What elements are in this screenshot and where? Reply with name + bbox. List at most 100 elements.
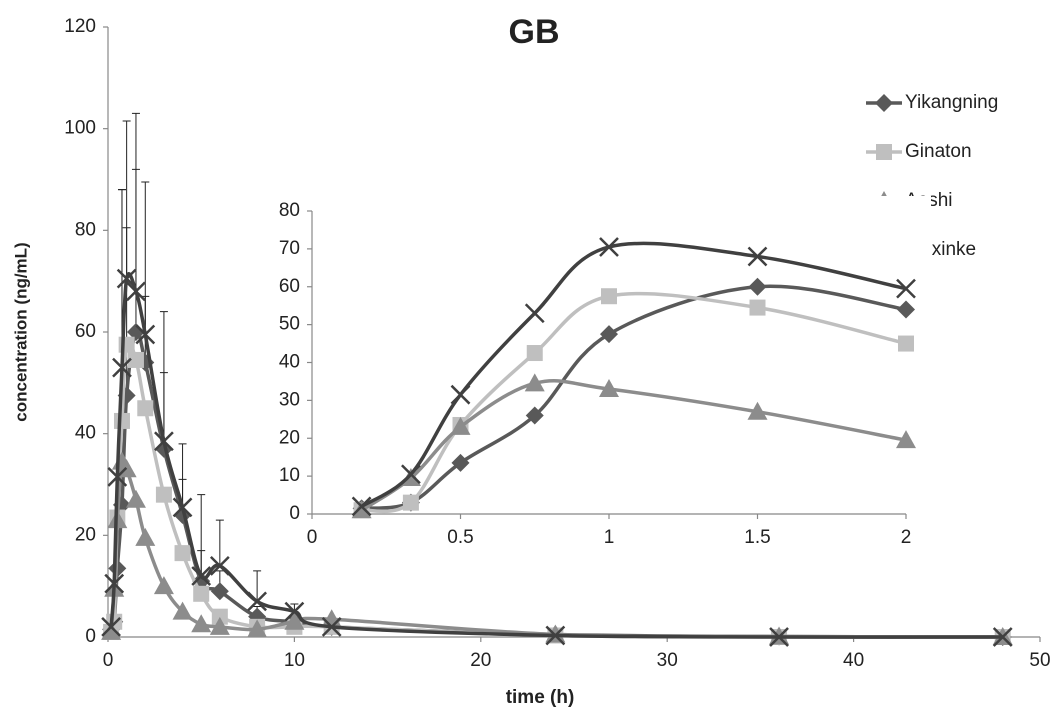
marker (113, 412, 130, 429)
y-tick-label: 10 (279, 465, 300, 486)
error-bar (131, 112, 140, 292)
marker (191, 566, 212, 586)
marker (524, 373, 545, 392)
error-bar (178, 443, 187, 508)
legend-label: Ginaton (905, 141, 972, 162)
marker (154, 431, 174, 452)
y-tick-label: 100 (64, 118, 96, 139)
marker (193, 585, 210, 602)
marker (209, 555, 230, 576)
marker (116, 268, 137, 289)
marker (749, 299, 766, 316)
marker (321, 616, 342, 637)
series-line (361, 284, 907, 511)
marker (898, 335, 914, 352)
marker (876, 144, 892, 160)
marker (401, 464, 421, 485)
x-tick-label: 1 (604, 527, 615, 548)
marker (600, 325, 618, 344)
marker (101, 621, 122, 640)
y-tick-label: 40 (279, 352, 300, 373)
series-line (360, 241, 907, 508)
error-bar (253, 570, 262, 602)
marker (599, 379, 619, 398)
marker (284, 611, 305, 630)
marker (402, 494, 419, 511)
marker (992, 627, 1013, 647)
marker (172, 497, 193, 518)
marker (545, 625, 566, 646)
x-tick-label: 50 (1029, 650, 1050, 671)
marker (209, 616, 230, 635)
plot: 0 10 20 30 40 50 60 70 80 0 0.5 1 1.5 2 (267, 196, 931, 559)
marker (155, 486, 172, 503)
y-tick-label: 20 (279, 427, 300, 448)
x-tick-label: 2 (901, 527, 912, 548)
error-bar (197, 494, 206, 576)
y-tick-label: 80 (279, 200, 300, 221)
series-line (109, 272, 1003, 639)
marker (896, 430, 916, 449)
marker (247, 591, 268, 612)
y-tick-label: 30 (279, 389, 300, 410)
marker (747, 401, 768, 420)
marker (247, 619, 268, 638)
marker (601, 288, 617, 305)
marker (451, 453, 470, 472)
marker (153, 576, 174, 595)
marker (126, 323, 145, 341)
marker (104, 573, 125, 594)
marker (135, 527, 156, 546)
marker (126, 281, 146, 302)
x-tick-label: 1.5 (744, 527, 770, 548)
marker (210, 582, 229, 601)
y-tick-label: 70 (279, 238, 300, 259)
marker (127, 351, 144, 368)
series-line (360, 379, 907, 512)
y-tick-label: 20 (75, 524, 96, 545)
y-tick-label: 0 (289, 503, 300, 524)
marker (351, 496, 372, 517)
error-bar (215, 519, 224, 566)
x-tick-label: 0 (103, 650, 114, 671)
x-tick-label: 0.5 (447, 527, 473, 548)
marker (107, 466, 128, 487)
marker (526, 345, 543, 362)
marker (748, 277, 767, 296)
y-tick-label: 0 (85, 626, 96, 647)
marker (101, 616, 121, 637)
marker (284, 601, 305, 622)
marker (524, 303, 545, 324)
error-bar (122, 120, 131, 279)
marker (174, 545, 191, 562)
y-tick-label: 40 (75, 423, 96, 444)
marker (896, 278, 916, 299)
marker (112, 357, 132, 378)
marker (172, 601, 193, 620)
x-tick-label: 20 (470, 650, 491, 671)
y-tick-label: 60 (75, 321, 96, 342)
chart-title: GB (509, 13, 560, 51)
marker (125, 489, 146, 508)
marker (135, 324, 156, 345)
x-tick-label: 40 (843, 650, 864, 671)
marker (525, 406, 544, 425)
y-tick-label: 60 (279, 276, 300, 297)
error-bar (141, 181, 150, 335)
y-tick-label: 50 (279, 314, 300, 335)
x-tick-label: 10 (284, 650, 305, 671)
x-axis-label: time (h) (506, 687, 575, 708)
x-tick-label: 30 (657, 650, 678, 671)
marker (599, 237, 619, 257)
marker (450, 384, 471, 405)
y-tick-label: 80 (75, 219, 96, 240)
marker (450, 416, 471, 435)
x-tick-label: 0 (307, 527, 318, 548)
marker (769, 627, 789, 647)
marker (351, 500, 372, 519)
marker (545, 624, 566, 643)
marker (747, 246, 768, 267)
marker (137, 400, 154, 417)
